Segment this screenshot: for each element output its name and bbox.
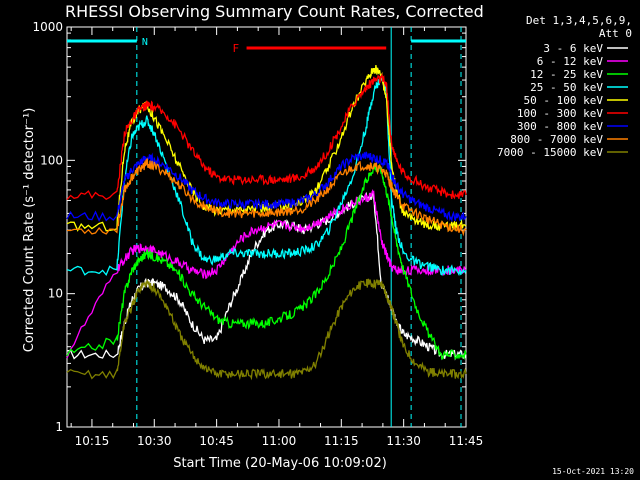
plot-area: 1 10 100 1000 10:15 10:30 10:45 11:00 11:15 11:30…: [32, 20, 483, 448]
series-line-12-25-kev: [66, 163, 467, 361]
night-label: N: [142, 37, 148, 48]
legend-entry-label: 6 - 12 keV: [537, 55, 604, 68]
series-line-800-7000-kev: [67, 158, 467, 237]
series-line-25-50-kev: [66, 73, 467, 277]
legend-header-line-2: Att 0: [599, 27, 632, 40]
x-tick-label: 11:15: [324, 434, 359, 448]
legend-entry-label: 800 - 7000 keV: [510, 133, 603, 146]
x-tick-label: 11:30: [386, 434, 421, 448]
series-line-7000-15000-kev: [66, 278, 467, 381]
y-tick-label: 1000: [32, 20, 63, 34]
legend-header-line-1: Det 1,3,4,5,6,9,: [526, 14, 632, 27]
x-tick-label: 10:45: [199, 434, 234, 448]
flare-label: F: [233, 42, 240, 55]
footer-date: 15-Oct-2021 13:20: [552, 467, 634, 476]
x-tick-label: 10:15: [75, 434, 110, 448]
y-tick-label: 100: [40, 153, 63, 167]
y-axis-label: Corrected Count Rate (s⁻¹ detector⁻¹): [22, 108, 37, 353]
legend-entry-label: 7000 - 15000 keV: [497, 146, 603, 159]
x-tick-label: 11:00: [262, 434, 297, 448]
y-tick-label: 10: [48, 287, 63, 301]
series-line-300-800-kev: [66, 151, 467, 223]
legend-entry-label: 100 - 300 keV: [517, 107, 603, 120]
series-line-6-12-kev: [66, 188, 467, 359]
legend-entry-label: 25 - 50 keV: [530, 81, 603, 94]
legend-entry-label: 50 - 100 keV: [524, 94, 604, 107]
y-tick-label: 1: [55, 420, 63, 434]
series-line-100-300-kev: [66, 73, 467, 201]
chart-title: RHESSI Observing Summary Count Rates, Co…: [65, 2, 484, 21]
x-tick-label: 10:30: [137, 434, 172, 448]
x-axis-label: Start Time (20-May-06 10:09:02): [173, 456, 387, 471]
legend-entry-label: 3 - 6 keV: [543, 42, 603, 55]
plot-frame: [66, 26, 467, 428]
legend-entry-label: 300 - 800 keV: [517, 120, 603, 133]
legend-entry-label: 12 - 25 keV: [530, 68, 603, 81]
x-tick-label: 11:45: [449, 434, 484, 448]
